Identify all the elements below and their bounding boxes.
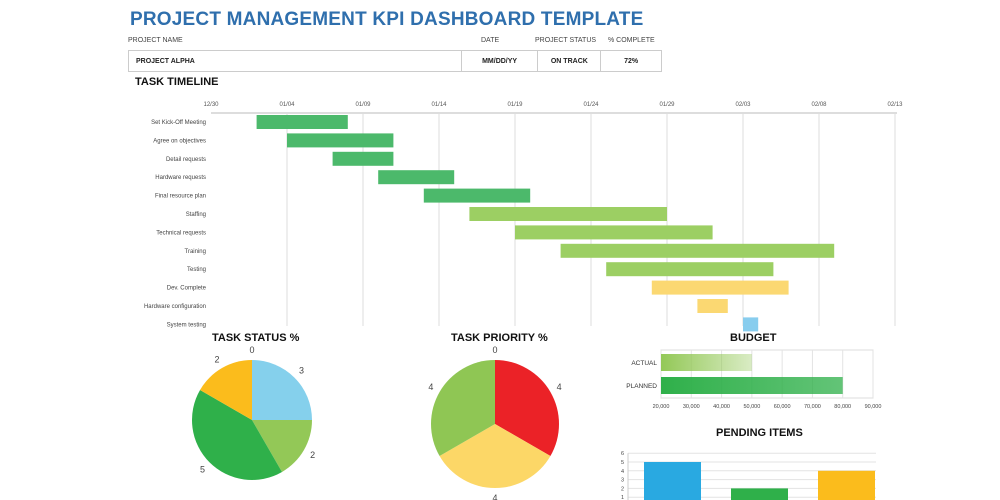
task-label: Hardware configuration — [144, 304, 206, 310]
task-bar — [423, 188, 531, 203]
budget-tick-label: 80,000 — [834, 404, 851, 410]
task-label: Staffing — [186, 212, 206, 218]
pending-tick-label: 6 — [621, 451, 624, 457]
pending-bar — [731, 488, 788, 500]
task-priority-slice — [431, 360, 495, 456]
task-priority-data-label: 4 — [557, 382, 562, 392]
project-status-value[interactable]: ON TRACK — [538, 51, 602, 71]
task-label: Testing — [187, 267, 206, 273]
budget-bar — [661, 354, 752, 371]
task-priority-data-label: 4 — [492, 493, 497, 500]
task-bar — [515, 225, 713, 240]
timeline-tick-label: 02/13 — [887, 102, 903, 108]
task-label: System testing — [167, 322, 206, 328]
task-bar — [743, 317, 759, 332]
task-priority-slice — [439, 424, 551, 488]
task-status-slice — [252, 420, 312, 472]
pending-items-title: PENDING ITEMS — [716, 427, 803, 439]
task-label: Set Kick-Off Meeting — [151, 120, 206, 126]
task-status-data-label: 5 — [200, 464, 205, 474]
task-status-title: TASK STATUS % — [212, 332, 300, 344]
task-bar — [469, 207, 667, 221]
task-priority-data-label: 4 — [428, 382, 433, 392]
task-label: Detail requests — [166, 157, 206, 163]
date-value[interactable]: MM/DD/YY — [462, 51, 539, 71]
task-bar — [560, 243, 835, 258]
task-bar — [606, 262, 774, 277]
task-bar — [287, 133, 394, 148]
task-bar — [651, 280, 789, 295]
task-label: Agree on objectives — [153, 138, 206, 144]
pending-bar — [644, 462, 701, 500]
task-priority-slice — [495, 360, 559, 456]
budget-tick-label: 30,000 — [683, 404, 700, 410]
task-priority-title: TASK PRIORITY % — [451, 332, 548, 344]
task-status-slice — [192, 390, 282, 480]
project-name-value[interactable]: PROJECT ALPHA — [129, 51, 462, 71]
timeline-tick-label: 02/08 — [811, 102, 827, 108]
timeline-tick-label: 01/29 — [659, 102, 675, 108]
pending-bar — [818, 470, 875, 500]
page-title: PROJECT MANAGEMENT KPI DASHBOARD TEMPLAT… — [130, 9, 644, 30]
budget-tick-label: 20,000 — [653, 404, 670, 410]
timeline-tick-label: 01/04 — [279, 102, 295, 108]
task-label: Dev. Complete — [167, 286, 207, 292]
task-status-data-label: 2 — [310, 450, 315, 460]
date-label: DATE — [481, 37, 500, 44]
pending-tick-label: 3 — [621, 478, 624, 484]
budget-tick-label: 50,000 — [743, 404, 760, 410]
task-label: Training — [185, 249, 206, 255]
project-name-label: PROJECT NAME — [128, 37, 183, 44]
task-priority-data-label: 0 — [492, 345, 497, 355]
project-status-label: PROJECT STATUS — [535, 37, 597, 44]
task-status-slice — [252, 360, 312, 420]
timeline-tick-label: 01/19 — [507, 102, 523, 108]
task-label: Hardware requests — [155, 175, 206, 181]
pending-tick-label: 4 — [621, 469, 624, 475]
task-bar — [378, 170, 455, 185]
pct-complete-value[interactable]: 72% — [624, 57, 639, 65]
budget-bar — [661, 377, 843, 394]
timeline-tick-label: 01/14 — [431, 102, 447, 108]
timeline-tick-label: 01/24 — [583, 102, 599, 108]
task-bar — [697, 299, 728, 313]
pending-tick-label: 5 — [621, 460, 624, 466]
task-bar — [256, 115, 348, 129]
timeline-tick-label: 01/09 — [355, 102, 371, 108]
budget-title: BUDGET — [730, 332, 777, 344]
budget-tick-label: 70,000 — [804, 404, 821, 410]
pending-tick-label: 1 — [621, 495, 624, 500]
budget-tick-label: 90,000 — [865, 404, 882, 410]
task-status-slice — [200, 360, 252, 420]
budget-bar-label: PLANNED — [626, 383, 657, 390]
task-status-data-label: 3 — [299, 366, 304, 376]
kpi-table: PROJECT ALPHA MM/DD/YY ON TRACK 72% — [128, 50, 662, 72]
budget-tick-label: 60,000 — [774, 404, 791, 410]
task-label: Technical requests — [156, 230, 206, 236]
task-status-data-label: 2 — [214, 354, 219, 364]
task-status-data-label: 0 — [249, 345, 254, 355]
budget-tick-label: 40,000 — [713, 404, 730, 410]
timeline-tick-label: 02/03 — [735, 102, 751, 108]
pct-complete-label: % COMPLETE — [608, 37, 655, 44]
pending-tick-label: 2 — [621, 486, 624, 492]
budget-bar-label: ACTUAL — [631, 360, 657, 367]
timeline-tick-label: 12/30 — [203, 102, 219, 108]
task-label: Final resource plan — [155, 194, 206, 200]
task-bar — [332, 151, 394, 166]
task-timeline-title: TASK TIMELINE — [135, 76, 219, 88]
